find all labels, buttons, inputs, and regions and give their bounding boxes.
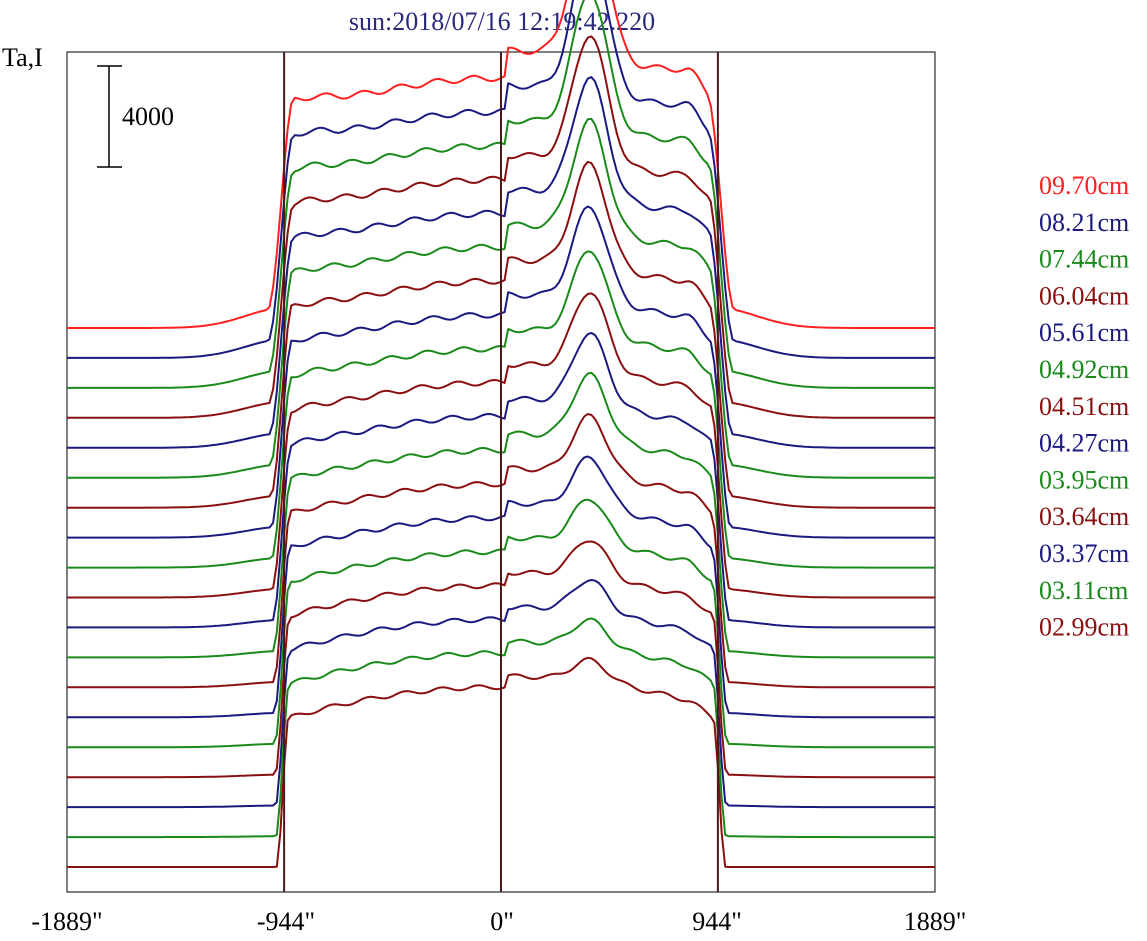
legend-entry-12: 02.99cm [1039, 613, 1129, 642]
x-tick-label-1: -944" [257, 907, 315, 936]
x-tick-label-3: 944" [692, 907, 742, 936]
legend: 09.70cm 08.21cm 07.44cm 06.04cm 05.61cm 04.92… [1039, 171, 1129, 642]
x-tick-label-2: 0" [490, 907, 514, 936]
vertical-reference-lines [283, 52, 719, 892]
legend-entry-9: 03.64cm [1039, 502, 1129, 531]
legend-entry-7: 04.27cm [1039, 429, 1129, 458]
scale-bar-label: 4000 [122, 102, 174, 131]
scale-bar: 4000 [97, 65, 174, 168]
legend-entry-8: 03.95cm [1039, 465, 1129, 494]
legend-entry-2: 07.44cm [1039, 245, 1129, 274]
legend-entry-11: 03.11cm [1039, 576, 1128, 605]
x-tick-label-0: -1889" [31, 907, 102, 936]
x-tick-label-4: 1889" [904, 907, 967, 936]
legend-entry-4: 05.61cm [1039, 318, 1129, 347]
legend-entry-5: 04.92cm [1039, 355, 1129, 384]
legend-entry-10: 03.37cm [1039, 539, 1129, 568]
legend-entry-0: 09.70cm [1039, 171, 1129, 200]
y-axis-label: Ta,I [2, 43, 43, 72]
legend-entry-3: 06.04cm [1039, 281, 1129, 310]
x-tick-labels: -1889" -944" 0" 944" 1889" [31, 907, 966, 936]
legend-entry-1: 08.21cm [1039, 208, 1129, 237]
legend-entry-6: 04.51cm [1039, 392, 1129, 421]
